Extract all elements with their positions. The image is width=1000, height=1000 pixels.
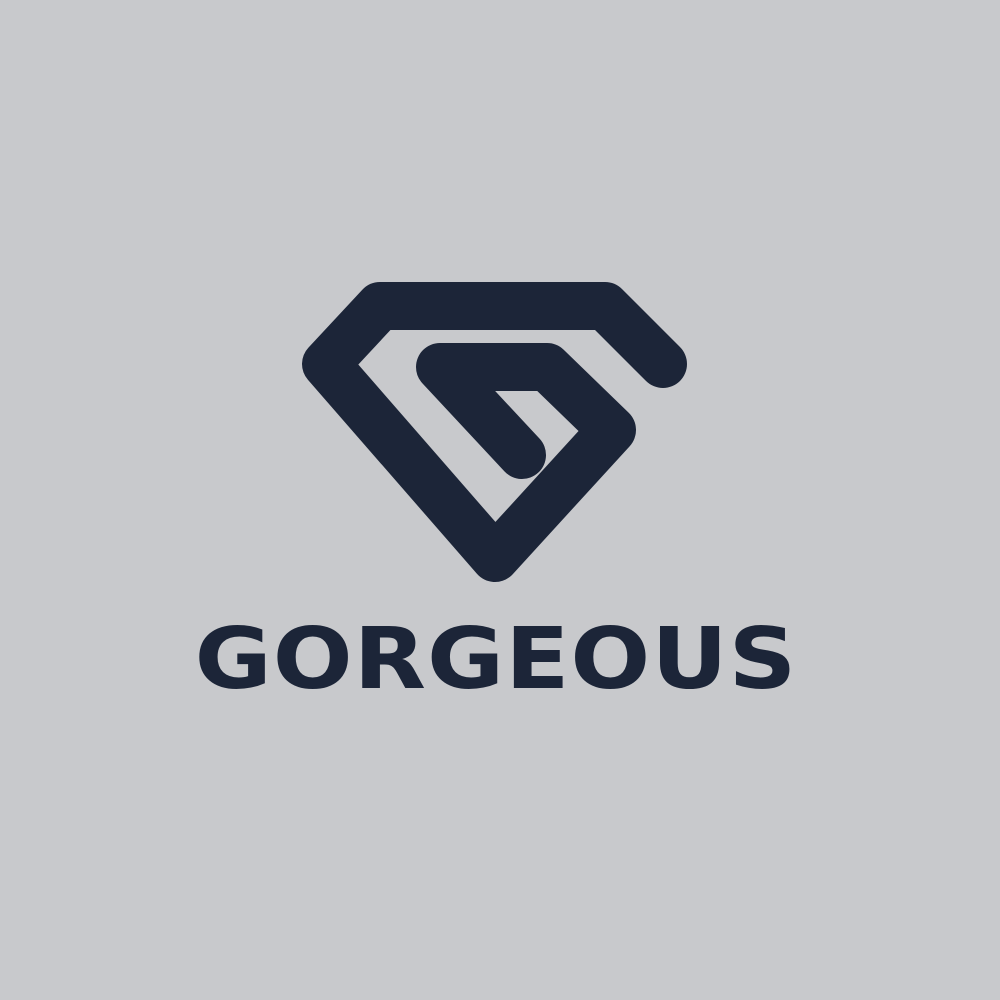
brand-name: GORGEOUS — [194, 610, 798, 709]
